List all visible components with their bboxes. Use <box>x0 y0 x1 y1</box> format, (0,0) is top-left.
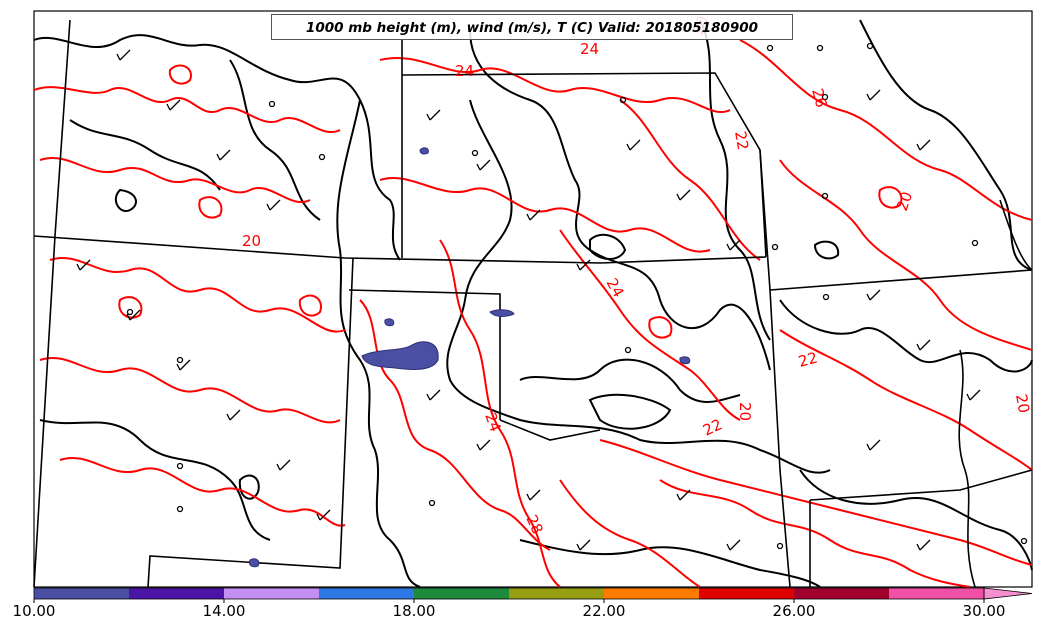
contour-label: 22 <box>796 349 819 371</box>
colorbar-segment <box>604 588 699 599</box>
colorbar-segment <box>319 588 414 599</box>
colorbar-segment <box>889 588 984 599</box>
colorbar-outline <box>33 587 985 600</box>
colorbar-extend-arrow <box>983 587 1033 600</box>
contour-label: 20 <box>736 402 754 421</box>
calm-wind-markers <box>126 42 1028 550</box>
contour-label: 24 <box>481 410 504 434</box>
colorbar-tick-label: 14.00 <box>202 602 246 620</box>
colorbar-tick-label: 30.00 <box>962 602 1006 620</box>
contour-label: 20 <box>893 189 916 213</box>
colorbar-segment <box>414 588 509 599</box>
colorbar-segment <box>509 588 604 599</box>
contour-label: 24 <box>580 40 599 58</box>
contour-label: 26 <box>808 86 830 109</box>
map-frame <box>33 10 1033 588</box>
colorbar-segment <box>34 588 129 599</box>
colorbar-segment <box>699 588 794 599</box>
colorbar-tick-label: 18.00 <box>392 602 436 620</box>
colorbar-tick-label: 26.00 <box>772 602 816 620</box>
contour-label: 20 <box>242 232 261 250</box>
colorbar-segment <box>794 588 889 599</box>
precipitation-shading <box>249 147 691 568</box>
colorbar-segment <box>129 588 224 599</box>
map-title: 1000 mb height (m), wind (m/s), T (C) Va… <box>271 14 793 40</box>
colorbar-segment <box>224 588 319 599</box>
contour-label: 22 <box>731 130 752 152</box>
colorbar-tick-label: 22.00 <box>582 602 626 620</box>
state-borders <box>33 19 1033 588</box>
wind-barbs <box>76 49 981 551</box>
temperature-contours <box>33 39 1033 588</box>
contour-label: 24 <box>455 62 474 80</box>
colorbar-tick-label: 10.00 <box>12 602 56 620</box>
colorbar <box>33 587 1033 603</box>
contour-label: 20 <box>1012 393 1033 415</box>
